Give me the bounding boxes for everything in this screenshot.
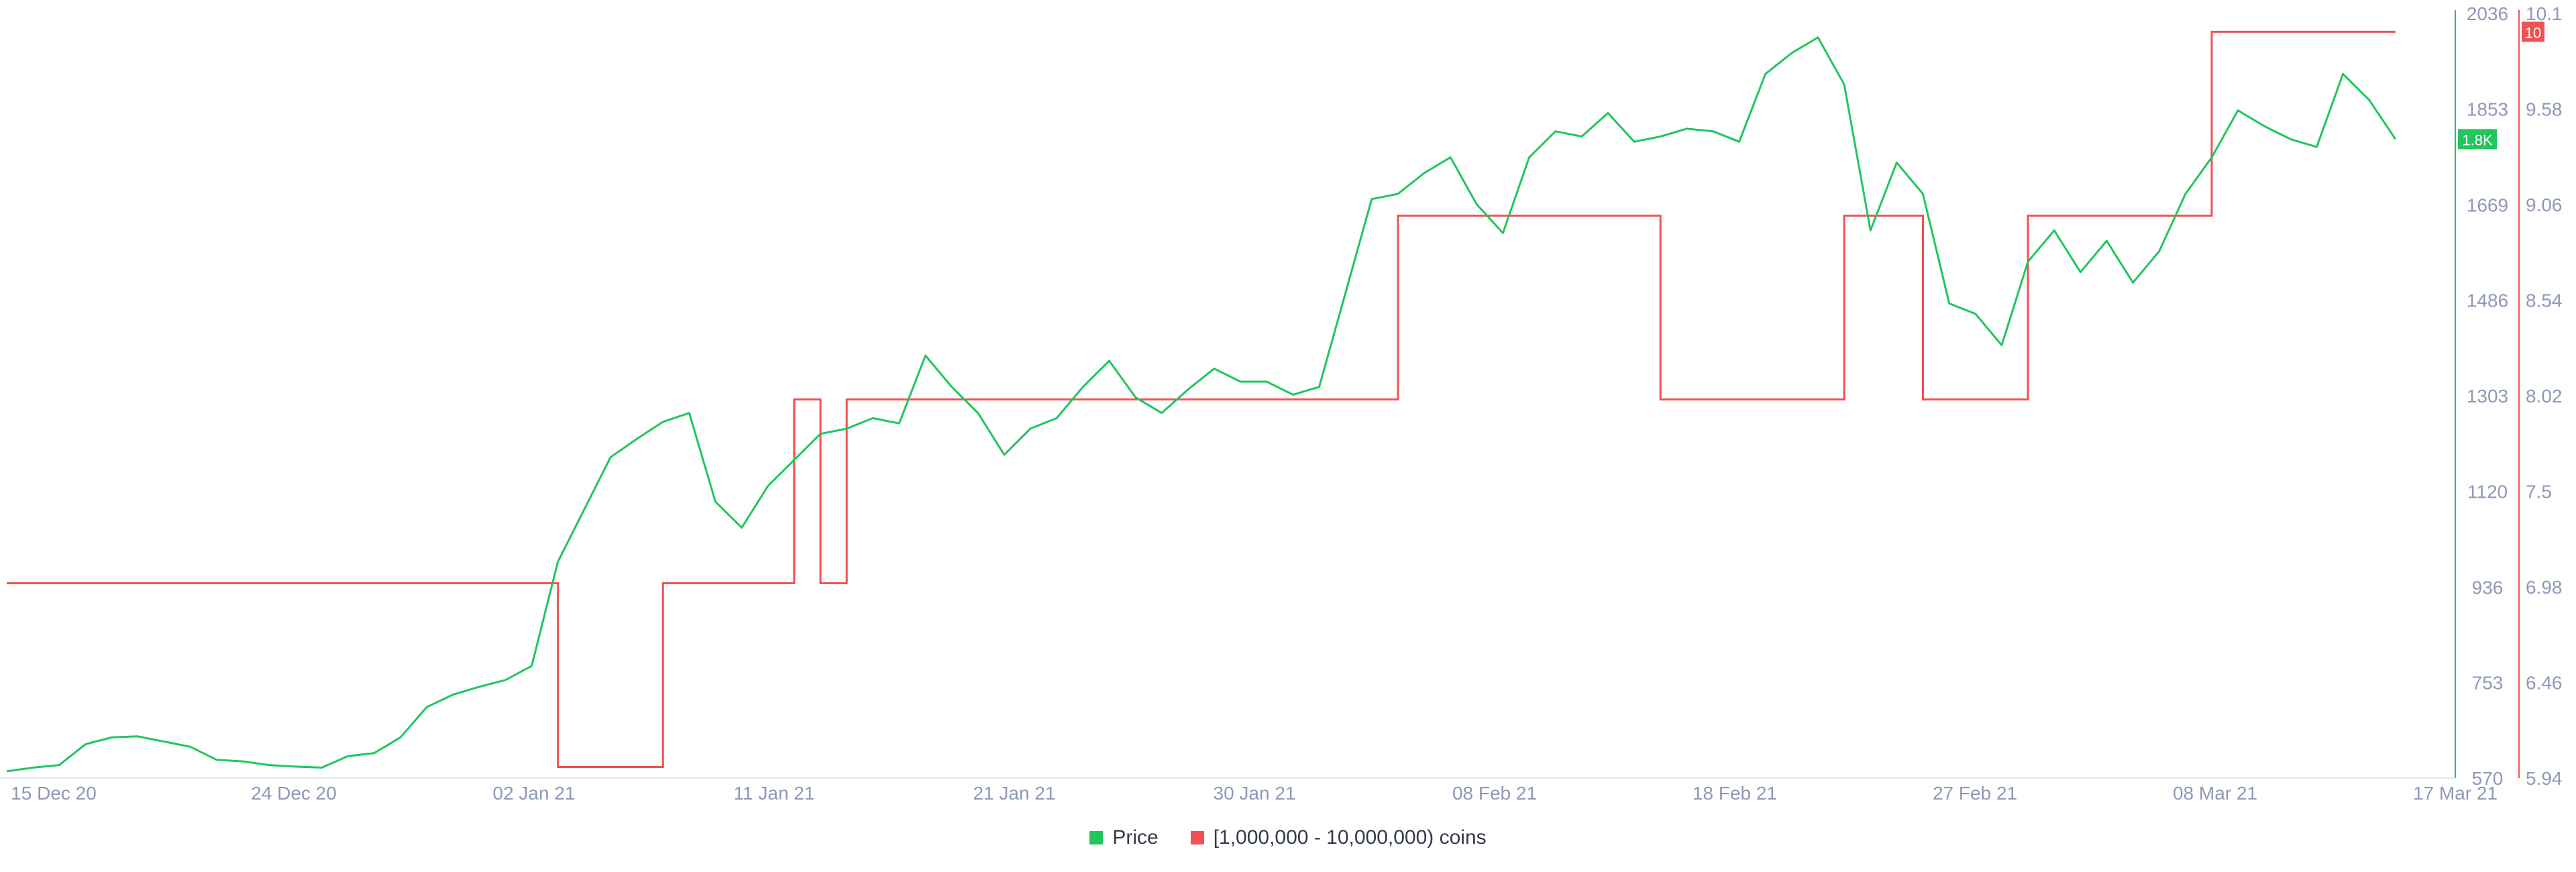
y-left-tick-label: 936 <box>2472 577 2504 598</box>
x-tick-label: 24 Dec 20 <box>251 783 337 804</box>
y-left-tick-label: 1486 <box>2467 290 2508 311</box>
legend-swatch-price <box>1089 831 1104 844</box>
series-price-line <box>6 36 2397 773</box>
y-right-tick-label: 10.1 <box>2526 3 2563 24</box>
y-left-tick-label: 1303 <box>2467 386 2508 406</box>
price-badge-label: 1.8K <box>2462 131 2493 148</box>
tick-layer: 15 Dec 20 24 Dec 20 02 Jan 21 11 Jan 21 21 J… <box>11 3 2562 804</box>
x-tick-label: 30 Jan 21 <box>1214 783 1296 804</box>
coins-badge <box>2522 21 2544 42</box>
x-tick-label: 08 Feb 21 <box>1452 783 1537 804</box>
x-tick-label: 27 Feb 21 <box>1933 783 2017 804</box>
series-layer <box>6 30 2397 773</box>
legend: Price [1,000,000 - 10,000,000) coins <box>0 826 2576 849</box>
x-tick-label: 08 Mar 21 <box>2173 783 2257 804</box>
y-left-tick-label: 1853 <box>2467 99 2508 119</box>
y-right-tick-label: 5.94 <box>2526 768 2563 789</box>
y-right-tick-label: 7.5 <box>2526 482 2552 502</box>
y-right-tick-label: 8.02 <box>2526 386 2563 406</box>
y-left-tick-label: 1669 <box>2467 195 2508 215</box>
x-tick-label: 17 Mar 21 <box>2413 783 2498 804</box>
series-coins-line <box>7 30 2396 769</box>
legend-label-price: Price <box>1112 826 1159 849</box>
x-tick-label: 02 Jan 21 <box>493 783 576 804</box>
y-right-tick-label: 6.98 <box>2526 577 2563 598</box>
legend-item-price[interactable]: Price <box>1089 826 1159 849</box>
y-left-tick-label: 2036 <box>2467 3 2508 24</box>
legend-item-coins[interactable]: [1,000,000 - 10,000,000) coins <box>1190 826 1487 849</box>
x-tick-label: 18 Feb 21 <box>1693 783 1777 804</box>
y-left-tick-label: 570 <box>2472 768 2504 789</box>
legend-swatch-coins <box>1190 831 1204 844</box>
y-right-tick-label: 9.58 <box>2526 99 2563 120</box>
y-right-tick-label: 6.46 <box>2526 673 2563 694</box>
legend-label-coins: [1,000,000 - 10,000,000) coins <box>1213 826 1487 849</box>
x-tick-label: 21 Jan 21 <box>973 783 1056 804</box>
y-right-tick-label: 9.06 <box>2526 195 2563 215</box>
price-badge <box>2458 129 2497 150</box>
coins-badge-label: 10 <box>2525 24 2541 41</box>
y-left-tick-label: 1120 <box>2467 481 2508 502</box>
badge-layer: 1.8K 10 <box>2458 21 2544 150</box>
x-tick-label: 15 Dec 20 <box>11 783 97 804</box>
y-left-tick-label: 753 <box>2472 673 2504 694</box>
x-tick-label: 11 Jan 21 <box>734 783 815 804</box>
y-right-tick-label: 8.54 <box>2526 290 2563 311</box>
